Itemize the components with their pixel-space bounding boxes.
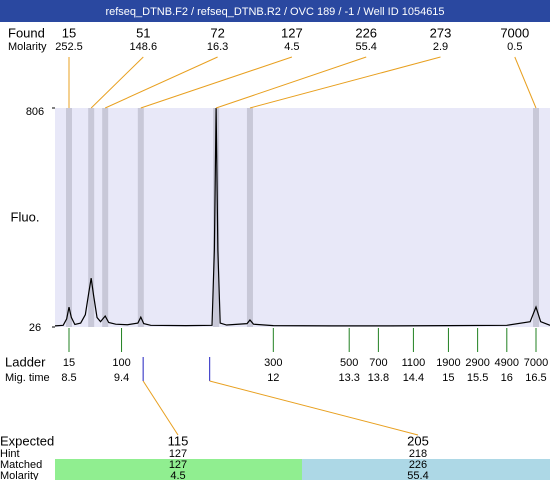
expected-row-label: Hint	[0, 448, 20, 460]
ladder-time: 9.4	[114, 372, 129, 384]
trace	[54, 107, 550, 327]
found-molarity: 2.9	[433, 41, 448, 53]
found-connector	[90, 56, 144, 109]
found-connector	[104, 56, 218, 109]
y-tick-label: 26	[29, 322, 41, 334]
found-molarity: 4.5	[284, 41, 299, 53]
peak-band	[66, 108, 73, 327]
found-size: 226	[355, 25, 377, 40]
found-label: Found	[8, 25, 45, 40]
y-axis-label: Fluo.	[11, 209, 40, 224]
found-connector	[140, 56, 293, 109]
matched-molarity: 4.5	[170, 470, 185, 480]
ladder-size: 100	[112, 357, 130, 369]
peak-band	[246, 108, 253, 327]
plot-area	[55, 108, 550, 327]
ladder-size: 1100	[402, 357, 426, 369]
expected-row-label: Molarity	[0, 470, 39, 480]
ladder-time: 13.3	[338, 372, 359, 384]
hint-size: 218	[409, 448, 427, 460]
ladder-size: 500	[340, 357, 358, 369]
found-size: 127	[281, 25, 303, 40]
found-molarity: 148.6	[130, 41, 158, 53]
ladder-size: 700	[369, 357, 387, 369]
y-tick-label: 806	[26, 106, 44, 118]
ladder-time: 14.4	[403, 372, 424, 384]
ladder-time: 12	[267, 372, 279, 384]
expected-size: 115	[168, 433, 189, 448]
result-bar	[55, 459, 302, 480]
hint-size: 127	[169, 448, 187, 460]
matched-molarity: 55.4	[407, 470, 428, 480]
ladder-time: 15	[442, 372, 454, 384]
found-size: 51	[136, 25, 150, 40]
molarity-label: Molarity	[8, 41, 47, 53]
ladder-size: 1900	[436, 357, 460, 369]
found-size: 15	[62, 25, 76, 40]
matched-size: 127	[169, 459, 187, 471]
found-size: 72	[210, 25, 224, 40]
found-molarity: 252.5	[55, 41, 83, 53]
found-size: 273	[430, 25, 452, 40]
title-bar	[0, 0, 550, 22]
result-bar	[302, 459, 550, 480]
found-size: 7000	[500, 25, 529, 40]
ladder-label: Ladder	[5, 354, 46, 369]
found-connector	[514, 56, 537, 109]
peak-band	[213, 108, 220, 327]
ladder-size: 7000	[524, 357, 548, 369]
expected-connector	[209, 380, 419, 436]
peak-band	[102, 108, 109, 327]
found-molarity: 55.4	[355, 41, 376, 53]
found-connector	[249, 56, 441, 109]
expected-row-label: Matched	[0, 459, 42, 471]
found-molarity: 16.3	[207, 41, 228, 53]
mig-time-label: Mig. time	[5, 372, 50, 384]
ladder-time: 16	[501, 372, 513, 384]
peak-band	[137, 108, 144, 327]
ladder-size: 15	[63, 357, 75, 369]
found-connector	[215, 56, 367, 109]
expected-row-label: Expected	[0, 433, 54, 448]
ladder-size: 4900	[495, 357, 519, 369]
peak-band	[532, 108, 539, 327]
chart-title: refseq_DTNB.F2 / refseq_DTNB.R2 / OVC 18…	[105, 6, 444, 18]
ladder-time: 13.8	[368, 372, 389, 384]
ladder-size: 2900	[465, 357, 489, 369]
expected-size: 205	[407, 433, 429, 448]
ladder-size: 300	[264, 357, 282, 369]
expected-connector	[142, 380, 179, 436]
found-molarity: 0.5	[507, 41, 522, 53]
ladder-time: 16.5	[525, 372, 546, 384]
peak-band	[88, 108, 95, 327]
ladder-time: 15.5	[467, 372, 488, 384]
ladder-time: 8.5	[61, 372, 76, 384]
matched-size: 226	[409, 459, 427, 471]
